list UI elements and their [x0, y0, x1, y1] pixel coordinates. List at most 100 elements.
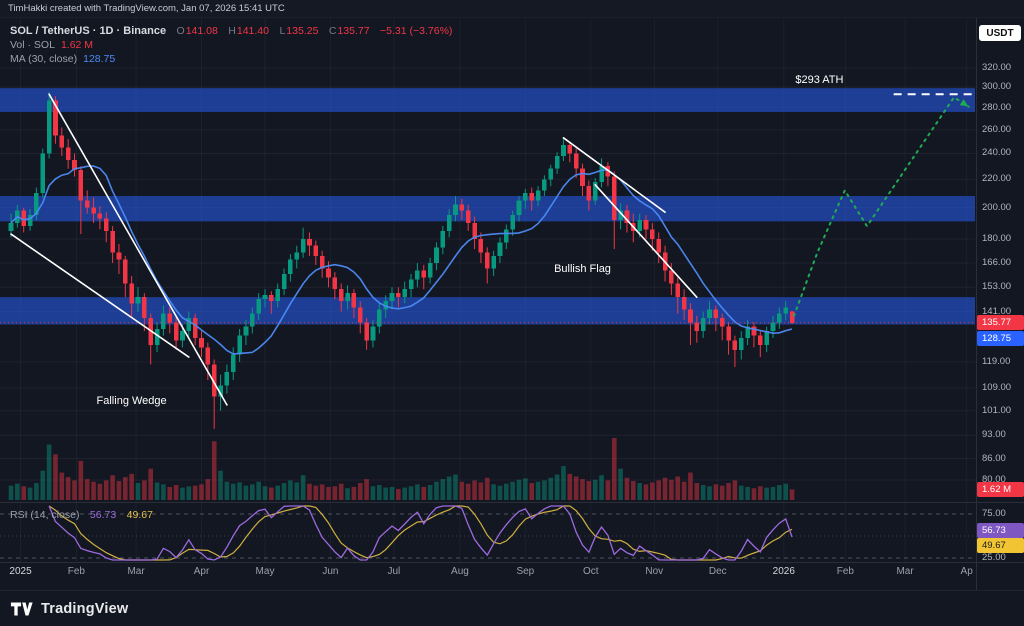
candle-body	[719, 317, 725, 327]
candle-body	[154, 328, 160, 345]
volume-bar	[135, 483, 141, 500]
rsi-label[interactable]: RSI (14, close)	[10, 509, 80, 521]
volume-bar	[97, 483, 103, 500]
footer-bar: TradingView	[0, 591, 1024, 626]
candle-body	[34, 193, 39, 216]
candle-body	[91, 207, 96, 214]
volume-bar	[180, 487, 185, 500]
ath-annotation-label[interactable]: $293 ATH	[795, 74, 844, 87]
volume-bar	[592, 479, 598, 500]
volume-bar	[770, 486, 776, 500]
candle-body	[688, 309, 693, 323]
candle-body	[27, 215, 33, 227]
volume-bar	[243, 485, 249, 500]
ma-label[interactable]: MA (30, close)	[10, 53, 78, 65]
falling-wedge-upper-line	[48, 93, 228, 406]
falling-wedge-annotation-label[interactable]: Falling Wedge	[96, 395, 167, 407]
volume-bar	[529, 483, 534, 500]
projection-path	[793, 95, 970, 317]
candle-body	[59, 135, 65, 148]
open-value: 141.08	[185, 25, 218, 37]
candle-body	[65, 147, 71, 160]
candle-body	[738, 338, 744, 350]
candle-body	[97, 213, 103, 219]
volume-bar	[345, 488, 350, 500]
bullish-flag-annotation-label[interactable]: Bullish Flag	[554, 263, 611, 276]
volume-bar	[472, 480, 477, 500]
candle-body	[332, 277, 338, 290]
volume-bar	[364, 479, 369, 500]
candle-body	[135, 297, 141, 304]
candle-body	[504, 229, 509, 243]
candle-body	[669, 270, 674, 284]
volume-bar	[46, 444, 52, 500]
candle-body	[783, 307, 788, 314]
volume-bar	[573, 476, 579, 500]
volume-bar	[408, 486, 414, 500]
volume-bar	[205, 479, 211, 500]
candle-body	[751, 326, 757, 336]
candle-body	[529, 193, 534, 201]
candle-body	[726, 326, 731, 341]
currency-toggle-button[interactable]: USDT	[979, 25, 1021, 41]
tradingview-logo-icon[interactable]	[10, 600, 34, 618]
time-axis-label: Jul	[387, 566, 401, 577]
price-axis-tick: 320.00	[982, 62, 1012, 73]
volume-bar	[383, 487, 388, 500]
candle-body	[764, 331, 769, 345]
time-axis-label: Mar	[127, 566, 145, 577]
volume-bar	[484, 477, 490, 500]
time-axis[interactable]: 2025 Feb Mar Apr May Jun Jul Aug Sep Oct Nov Dec 202…	[0, 566, 1024, 586]
volume-bar	[402, 487, 407, 500]
candle-body	[535, 190, 541, 201]
candle-body	[446, 215, 452, 231]
volume-bar	[103, 480, 109, 500]
support-resistance-zone	[0, 196, 975, 222]
volume-label[interactable]: Vol · SOL	[10, 39, 55, 51]
volume-bar	[535, 481, 541, 500]
volume-bar	[465, 483, 471, 500]
price-axis-tick: 166.00	[982, 257, 1012, 269]
tradingview-logo-text[interactable]: TradingView	[41, 600, 129, 617]
candle-body	[484, 252, 490, 269]
volume-bar	[256, 481, 261, 500]
volume-bar	[351, 486, 357, 500]
volume-bar	[713, 484, 719, 500]
volume-bar	[313, 485, 319, 500]
candle-body	[592, 182, 598, 201]
candle-body	[580, 168, 585, 187]
volume-bar	[586, 481, 592, 500]
candle-body	[237, 335, 242, 355]
volume-bar	[8, 485, 14, 500]
volume-bar	[662, 477, 668, 500]
candle-body	[510, 215, 515, 230]
symbol-title[interactable]: SOL / TetherUS · 1D · Binance	[10, 25, 167, 37]
volume-bar	[516, 479, 522, 500]
volume-bar	[694, 483, 700, 500]
volume-bar	[446, 476, 452, 500]
volume-bar	[732, 480, 738, 500]
candle-body	[40, 153, 46, 194]
volume-bar	[631, 481, 636, 500]
volume-bar	[319, 484, 325, 500]
price-axis-tick: 80.00	[982, 474, 1006, 485]
volume-bar	[275, 485, 280, 500]
candle-body	[142, 297, 147, 318]
volume-bar	[599, 475, 604, 500]
candle-body	[383, 301, 388, 310]
time-axis-label: Sep	[516, 566, 535, 577]
volume-bar	[548, 477, 554, 500]
candle-body	[262, 295, 268, 300]
rsi-ma-value: 49.67	[126, 509, 153, 521]
candle-body	[472, 222, 477, 239]
candle-body	[396, 293, 401, 298]
open-label: O	[176, 25, 185, 37]
high-value: 141.40	[236, 25, 269, 37]
candle-body	[453, 204, 458, 216]
candle-body	[694, 322, 700, 332]
candle-body	[427, 263, 433, 278]
candle-body	[732, 340, 738, 350]
time-axis-label: Mar	[896, 566, 914, 577]
